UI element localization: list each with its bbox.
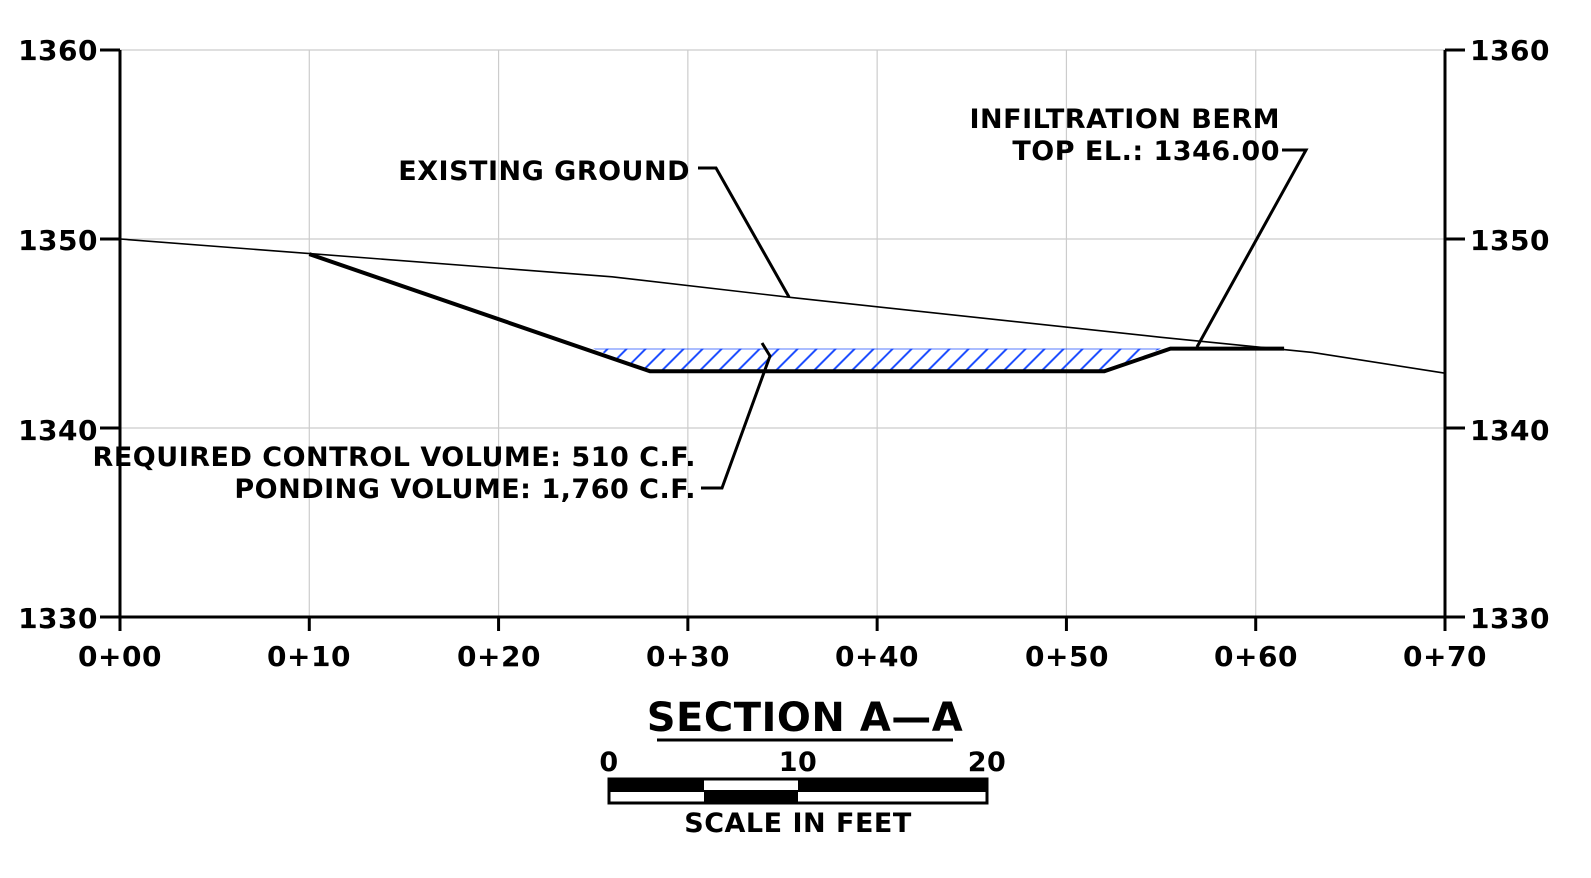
hatch-line [791,348,820,372]
hatch-line [924,348,953,372]
axes-frame [118,50,1447,619]
x-tick-label: 0+20 [457,640,541,673]
berm-label-line2: TOP EL.: 1346.00 [1012,136,1280,167]
hatch-line [715,348,744,372]
title-block: SECTION A—A [647,695,963,742]
x-tick-label: 0+10 [267,640,351,673]
section-title: SECTION A—A [647,695,963,741]
hatch-line [1038,348,1067,372]
volume-leader [701,342,772,490]
y-tick-label-right: 1350 [1470,224,1550,257]
scale-label-0: 0 [599,747,618,778]
scale-segment-top-2 [798,779,987,791]
hatch-line [981,348,1010,372]
y-tick-label-right: 1340 [1470,414,1550,447]
y-tick-label-left: 1330 [18,602,98,635]
annotations: EXISTING GROUND INFILTRATION BERM TOP EL… [93,104,1280,505]
scale-label-10: 10 [779,747,818,778]
x-tick-label: 0+70 [1403,640,1487,673]
x-tick-label: 0+00 [78,640,162,673]
axis-ticks [100,48,1465,631]
scale-segment-bottom-1 [704,791,798,803]
existing-ground-line [119,238,1446,374]
volume-label-line2: PONDING VOLUME: 1,760 C.F. [234,474,696,505]
hatch-line [677,348,706,372]
hatch-line [1076,348,1105,372]
y-tick-label-right: 1330 [1470,602,1550,635]
hatch-line [886,348,915,372]
hatch-line [1172,347,1199,374]
grid-lines [120,49,1445,617]
x-tick-label: 0+30 [646,640,730,673]
berm-leader [1195,148,1309,348]
hatch-line [848,348,877,372]
hatch-line [867,348,896,372]
existing-ground-leader [698,166,791,298]
x-tick-label: 0+50 [1025,640,1109,673]
tick-labels: 1360 1350 1340 1330 1360 1350 1340 1330 … [18,34,1550,673]
hatch-line [734,348,763,372]
x-tick-label: 0+40 [835,640,919,673]
existing-ground-label: EXISTING GROUND [398,156,690,187]
hatch-line [1057,348,1086,372]
x-tick-label: 0+60 [1214,640,1298,673]
berm-label-line1: INFILTRATION BERM [970,104,1280,135]
hatch-line [962,348,991,372]
hatch-line [1019,348,1048,372]
y-tick-label-right: 1360 [1470,34,1550,67]
hatch-line [810,348,839,372]
scale-bar: 0 10 20 SCALE IN FEET [599,747,1007,839]
y-tick-label-left: 1350 [18,224,98,257]
scale-caption: SCALE IN FEET [684,808,912,839]
leader-lines [698,148,1309,490]
hatch-line [696,348,725,372]
hatch-line [943,348,972,372]
hatch-line [658,348,687,372]
hatch-line [1000,348,1029,372]
y-tick-label-left: 1340 [18,414,98,447]
volume-label-line1: REQUIRED CONTROL VOLUME: 510 C.F. [93,442,696,473]
hatch-line [905,348,934,372]
hatch-line [1095,348,1124,372]
scale-label-20: 20 [968,747,1007,778]
y-tick-label-left: 1360 [18,34,98,67]
proposed-grade-line [308,252,1285,374]
hatch-line [772,348,801,372]
scale-segment-top-1 [609,779,704,791]
hatch-line [829,348,858,372]
